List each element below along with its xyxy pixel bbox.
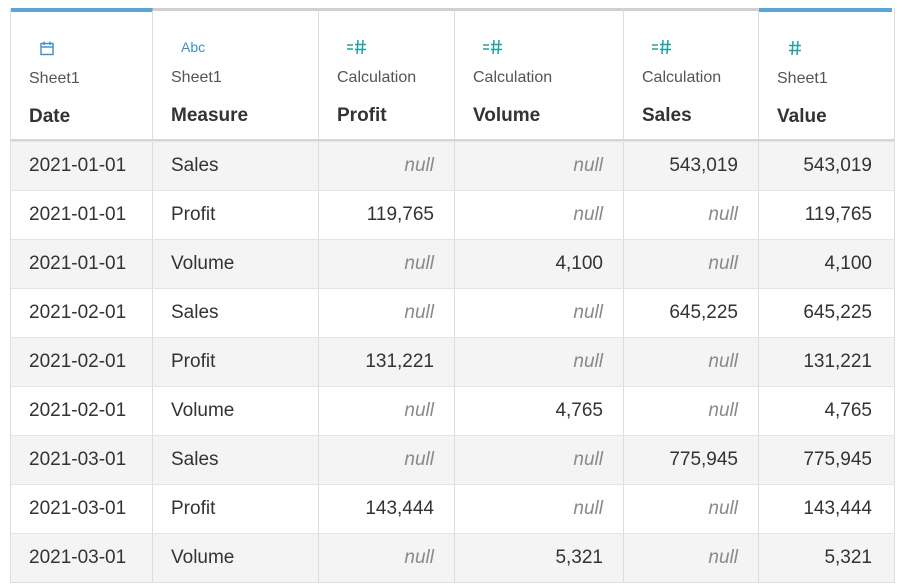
cell-sales[interactable]: null — [624, 485, 759, 533]
cell-value[interactable]: 4,765 — [824, 400, 872, 421]
cell-measure[interactable]: Volume — [153, 534, 319, 582]
cell-profit[interactable]: null — [319, 387, 455, 435]
cell-value[interactable]: 5,321 — [824, 547, 872, 568]
cell-measure[interactable]: Sales — [153, 142, 319, 190]
cell-value[interactable]: 143,444 — [803, 498, 872, 519]
column-header-date[interactable]: Sheet1 Date — [11, 8, 153, 139]
cell-sales[interactable]: 543,019 — [624, 142, 759, 190]
cell-volume[interactable]: null — [455, 485, 624, 533]
cell-volume[interactable]: null — [455, 191, 624, 239]
cell-volume[interactable]: null — [455, 289, 624, 337]
cell-sales[interactable]: 775,945 — [624, 436, 759, 484]
cell-volume[interactable]: null — [455, 436, 624, 484]
cell-date[interactable]: 2021-03-01 — [11, 485, 153, 533]
cell-date[interactable]: 2021-02-01 — [11, 289, 153, 337]
column-source-label: Calculation — [337, 69, 417, 86]
column-name: Value — [777, 106, 827, 127]
table-row[interactable]: 2021-01-01 Profit 119,765 null null 119,… — [11, 190, 894, 239]
cell-value[interactable]: 775,945 — [803, 449, 872, 470]
cell-date[interactable]: 2021-01-01 — [11, 240, 153, 288]
column-header-measure[interactable]: Abc Sheet1 Measure — [153, 8, 319, 139]
cell-measure[interactable]: Sales — [153, 436, 319, 484]
cell-sales[interactable]: null — [624, 191, 759, 239]
column-source-label: Calculation — [473, 69, 553, 86]
cell-profit[interactable]: null — [319, 436, 455, 484]
column-header-profit[interactable]: Calculation Profit — [319, 8, 455, 139]
cell-profit[interactable]: null — [319, 240, 455, 288]
calculated-number-icon[interactable] — [347, 37, 369, 57]
cell-sales[interactable]: null — [624, 338, 759, 386]
calculated-number-icon[interactable] — [652, 37, 674, 57]
cell-date[interactable]: 2021-02-01 — [11, 338, 153, 386]
data-table: Sheet1 Date Abc Sheet1 Measure — [10, 8, 895, 583]
table-row[interactable]: 2021-03-01 Sales null null 775,945 775,9… — [11, 435, 894, 484]
cell-measure[interactable]: Volume — [153, 387, 319, 435]
abc-string-icon[interactable]: Abc — [181, 39, 206, 55]
column-name: Sales — [642, 105, 692, 126]
column-header-sales[interactable]: Calculation Sales — [624, 8, 759, 139]
cell-sales[interactable]: null — [624, 387, 759, 435]
cell-value[interactable]: 131,221 — [803, 351, 872, 372]
table-header: Sheet1 Date Abc Sheet1 Measure — [11, 8, 894, 141]
cell-measure[interactable]: Profit — [153, 485, 319, 533]
cell-date[interactable]: 2021-03-01 — [11, 534, 153, 582]
cell-measure[interactable]: Profit — [153, 191, 319, 239]
cell-value[interactable]: 543,019 — [803, 155, 872, 176]
cell-date[interactable]: 2021-01-01 — [11, 191, 153, 239]
cell-date[interactable]: 2021-01-01 — [11, 142, 153, 190]
cell-volume[interactable]: null — [455, 338, 624, 386]
table-row[interactable]: 2021-03-01 Profit 143,444 null null 143,… — [11, 484, 894, 533]
cell-profit[interactable]: 143,444 — [319, 485, 455, 533]
table-row[interactable]: 2021-02-01 Profit 131,221 null null 131,… — [11, 337, 894, 386]
cell-sales[interactable]: 645,225 — [624, 289, 759, 337]
column-header-value[interactable]: Sheet1 Value — [759, 8, 892, 139]
cell-measure[interactable]: Profit — [153, 338, 319, 386]
cell-measure[interactable]: Sales — [153, 289, 319, 337]
cell-value[interactable]: 4,100 — [824, 253, 872, 274]
column-header-volume[interactable]: Calculation Volume — [455, 8, 624, 139]
cell-sales[interactable]: null — [624, 534, 759, 582]
cell-profit[interactable]: null — [319, 142, 455, 190]
cell-date[interactable]: 2021-03-01 — [11, 436, 153, 484]
column-source-label: Sheet1 — [777, 70, 828, 87]
cell-value[interactable]: 119,765 — [804, 204, 872, 225]
cell-volume[interactable]: 4,765 — [455, 387, 624, 435]
table-body: 2021-01-01 Sales null null 543,019 543,0… — [11, 141, 894, 582]
column-source-label: Sheet1 — [171, 69, 222, 86]
table-row[interactable]: 2021-02-01 Volume null 4,765 null 4,765 — [11, 386, 894, 435]
column-name: Date — [29, 106, 71, 127]
column-source-label: Sheet1 — [29, 70, 80, 87]
cell-volume[interactable]: 5,321 — [455, 534, 624, 582]
calculated-number-icon[interactable] — [483, 37, 505, 57]
cell-volume[interactable]: null — [455, 142, 624, 190]
cell-profit[interactable]: 131,221 — [319, 338, 455, 386]
cell-measure[interactable]: Volume — [153, 240, 319, 288]
cell-profit[interactable]: 119,765 — [319, 191, 455, 239]
table-row[interactable]: 2021-01-01 Sales null null 543,019 543,0… — [11, 141, 894, 190]
table-row[interactable]: 2021-02-01 Sales null null 645,225 645,2… — [11, 288, 894, 337]
cell-date[interactable]: 2021-02-01 — [11, 387, 153, 435]
cell-value[interactable]: 645,225 — [803, 302, 872, 323]
cell-profit[interactable]: null — [319, 534, 455, 582]
cell-sales[interactable]: null — [624, 240, 759, 288]
table-row[interactable]: 2021-01-01 Volume null 4,100 null 4,100 — [11, 239, 894, 288]
column-name: Profit — [337, 105, 387, 126]
calendar-icon[interactable] — [39, 38, 55, 58]
number-icon[interactable] — [787, 38, 803, 58]
table-row[interactable]: 2021-03-01 Volume null 5,321 null 5,321 — [11, 533, 894, 582]
column-name: Volume — [473, 105, 541, 126]
cell-profit[interactable]: null — [319, 289, 455, 337]
column-name: Measure — [171, 105, 249, 126]
column-source-label: Calculation — [642, 69, 722, 86]
cell-volume[interactable]: 4,100 — [455, 240, 624, 288]
